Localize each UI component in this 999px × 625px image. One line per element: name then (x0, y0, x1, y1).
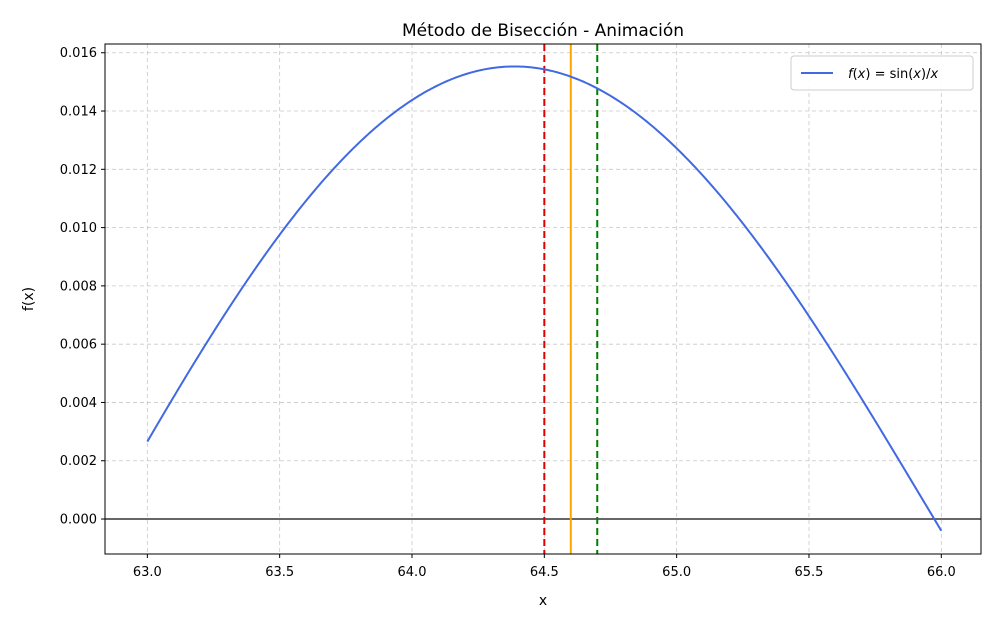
x-tick-label: 65.0 (662, 565, 691, 580)
legend-label-open: ( (853, 67, 858, 82)
legend-label-f: f (848, 67, 855, 82)
x-tick-label: 63.0 (133, 565, 162, 580)
axis-ticks: 63.0 63.5 64.0 64.5 65.0 65.5 66.0 0.000 0.002 0.… (60, 46, 956, 580)
x-tick-label: 63.5 (265, 565, 294, 580)
x-tick-label: 66.0 (927, 565, 956, 580)
legend-label: f(x) = sin(x)/x (848, 67, 938, 82)
chart-title: Método de Bisección - Animación (402, 21, 684, 41)
y-tick-label: 0.010 (60, 221, 97, 236)
y-tick-label: 0.002 (60, 454, 97, 469)
legend-label-mid: ) = sin( (865, 67, 913, 82)
x-tick-label: 65.5 (794, 565, 823, 580)
x-tick-label: 64.5 (530, 565, 559, 580)
y-tick-label: 0.000 (60, 513, 97, 528)
y-tick-label: 0.006 (60, 338, 97, 353)
legend-label-x2: x (912, 67, 921, 82)
y-tick-label: 0.012 (60, 163, 97, 178)
y-tick-label: 0.004 (60, 396, 97, 411)
x-tick-label: 64.0 (398, 565, 427, 580)
y-tick-label: 0.008 (60, 279, 97, 294)
legend-label-slash: )/ (921, 67, 931, 82)
legend: f(x) = sin(x)/x (790, 55, 974, 91)
plot-frame (104, 43, 982, 555)
y-axis-label: f(x) (21, 287, 37, 311)
y-tick-label: 0.016 (60, 46, 97, 61)
y-tick-label: 0.014 (60, 105, 97, 120)
series-line-sin-over-x (146, 65, 943, 532)
legend-box (790, 55, 974, 91)
x-axis-label: x (539, 593, 547, 609)
legend-label-x3: x (929, 67, 938, 82)
legend-label-x1: x (857, 67, 866, 82)
reference-lines (105, 44, 981, 554)
series-layer (146, 65, 943, 532)
